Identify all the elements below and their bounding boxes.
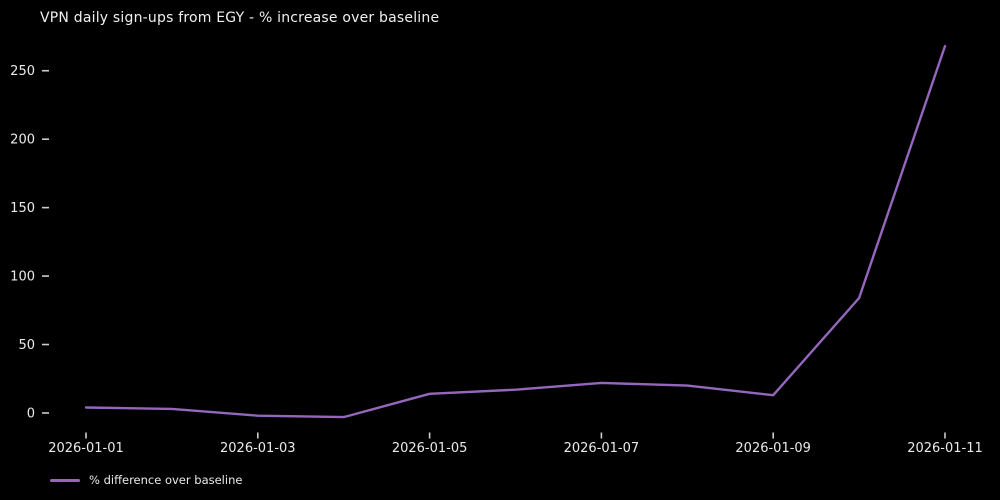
y-tick-label: 0 [27, 406, 35, 421]
y-tick-label: 100 [10, 270, 35, 285]
legend: % difference over baseline [50, 472, 242, 488]
legend-label: % difference over baseline [89, 473, 243, 487]
x-axis: 2026-01-01 2026-01-03 2026-01-05 2026-01-07… [48, 432, 983, 456]
y-tick-label: 250 [10, 64, 35, 79]
x-tick-label: 2026-01-03 [220, 441, 296, 456]
x-tick-label: 2026-01-09 [735, 441, 811, 456]
x-tick-label: 2026-01-07 [564, 441, 640, 456]
x-tick-label: 2026-01-11 [907, 441, 983, 456]
y-axis: 0 50 100 150 200 250 [10, 64, 49, 421]
y-tick-label: 150 [10, 201, 35, 216]
y-tick-label: 200 [10, 133, 35, 148]
series-line [84, 44, 947, 419]
y-tick-label: 50 [18, 338, 35, 353]
series-group [84, 44, 947, 419]
chart-title: VPN daily sign-ups from EGY - % increase… [40, 10, 440, 26]
legend-line-swatch [50, 478, 80, 482]
x-tick-label: 2026-01-05 [392, 441, 468, 456]
x-tick-label: 2026-01-01 [48, 441, 124, 456]
